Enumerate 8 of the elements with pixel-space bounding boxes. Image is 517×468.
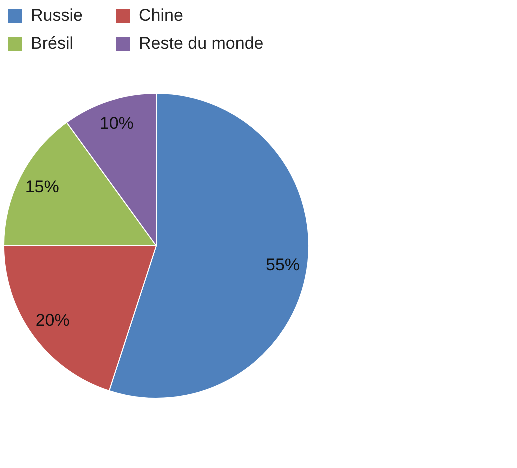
- legend-label: Reste du monde: [139, 34, 264, 54]
- legend-label: Russie: [31, 6, 83, 26]
- legend-label: Brésil: [31, 34, 74, 54]
- legend-label: Chine: [139, 6, 184, 26]
- data-label: 15%: [25, 178, 60, 197]
- data-label: 55%: [266, 256, 300, 275]
- data-label: 20%: [36, 310, 70, 330]
- data-label: 10%: [100, 114, 134, 133]
